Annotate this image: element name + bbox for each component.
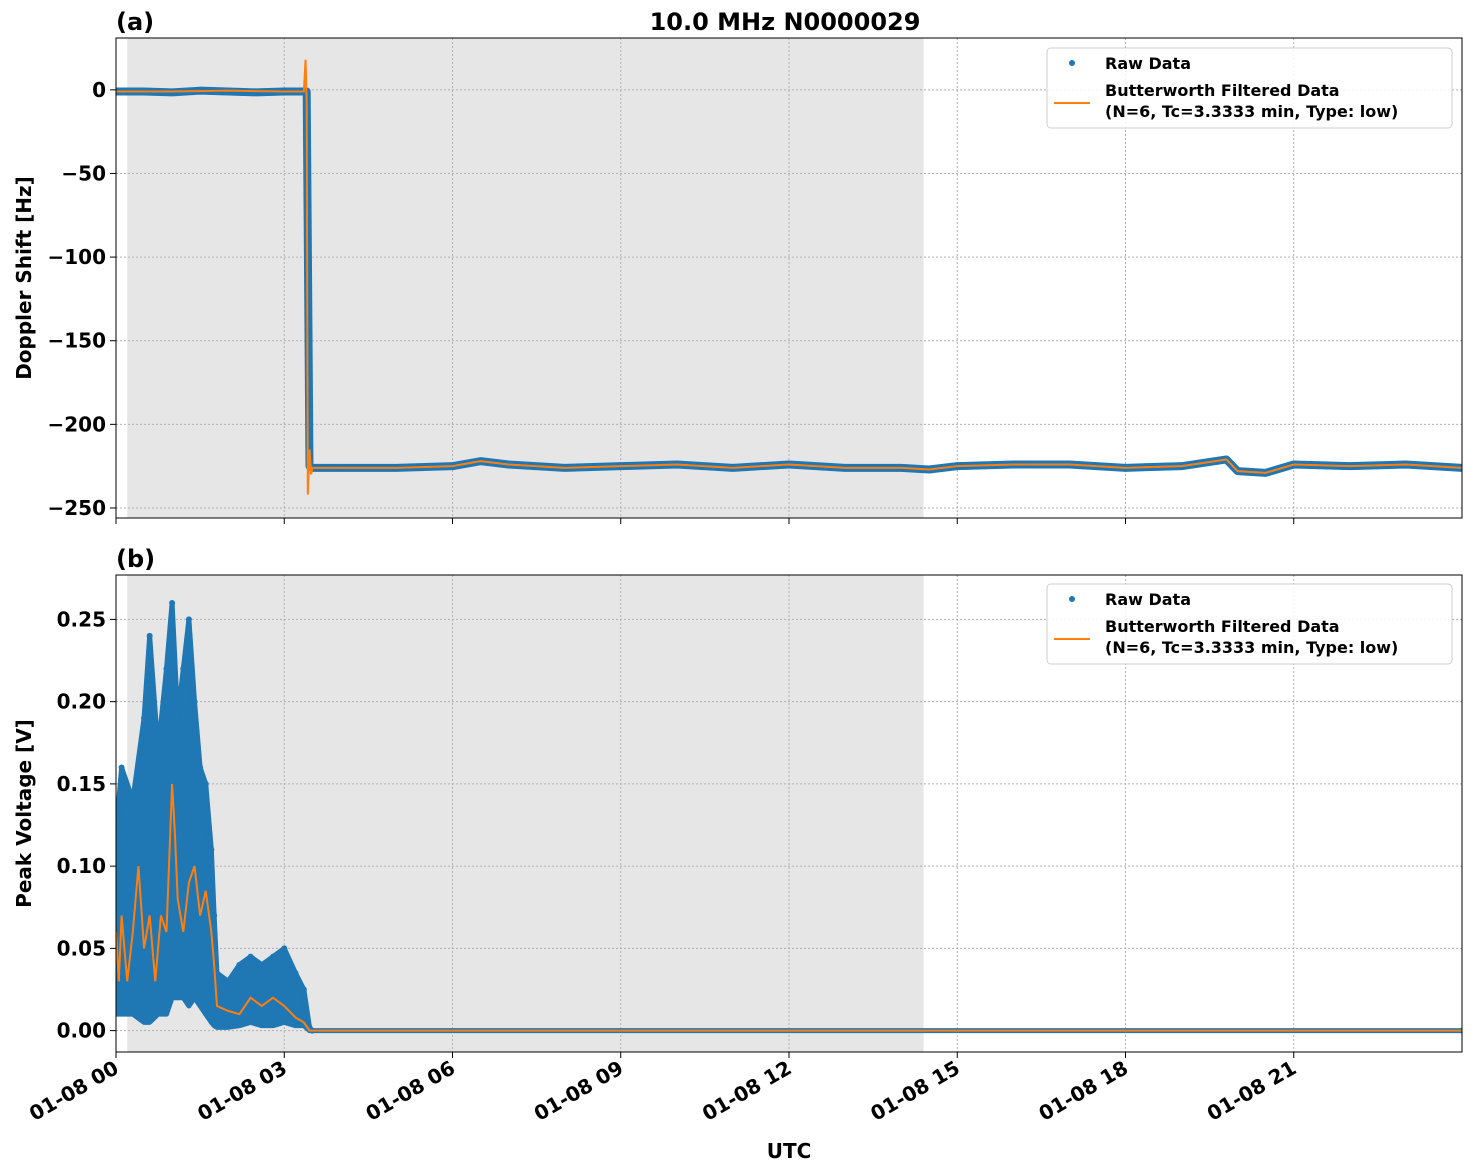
raw-data-point xyxy=(129,797,136,804)
raw-data-point xyxy=(225,978,232,985)
raw-data-point xyxy=(247,953,254,960)
y-tick-label: −150 xyxy=(47,329,106,353)
shaded-region xyxy=(127,38,924,518)
legend-box xyxy=(1046,583,1453,665)
raw-data-point xyxy=(208,846,215,853)
x-axis-label: UTC xyxy=(767,1139,812,1163)
plot-area xyxy=(116,599,1462,1034)
y-tick-label: 0.20 xyxy=(57,690,106,714)
legend-marker-raw xyxy=(1069,60,1075,66)
y-tick-label: 0.05 xyxy=(57,936,106,960)
raw-data-point xyxy=(258,961,265,968)
legend-label-raw: Raw Data xyxy=(1105,54,1191,73)
raw-data-point xyxy=(202,780,209,787)
panel-label: (b) xyxy=(116,545,155,573)
raw-data-point xyxy=(211,912,218,919)
y-tick-label: 0.15 xyxy=(57,772,106,796)
legend-label-raw: Raw Data xyxy=(1105,590,1191,609)
legend-label-filtered-1: Butterworth Filtered Data xyxy=(1105,81,1340,100)
raw-data-point xyxy=(292,970,299,977)
x-tick-label: 01-08 00 xyxy=(25,1056,123,1126)
x-tick-label: 01-08 06 xyxy=(361,1056,459,1126)
y-tick-label: 0.00 xyxy=(57,1019,106,1043)
x-tick-label: 01-08 18 xyxy=(1034,1056,1132,1126)
raw-data-point xyxy=(141,715,148,722)
raw-data-point xyxy=(146,632,153,639)
y-tick-label: 0 xyxy=(92,78,106,102)
panel-voltage: 0.00 0.05 0.10 0.15 0.20 0.25 01-08 00 01-08 03… xyxy=(12,545,1463,1126)
legend-label-filtered-2: (N=6, Tc=3.3333 min, Type: low) xyxy=(1105,102,1398,121)
figure-title: 10.0 MHz N0000029 xyxy=(650,8,921,36)
x-tick-label: 01-08 12 xyxy=(698,1056,796,1126)
panel-label: (a) xyxy=(116,8,154,36)
raw-data-point xyxy=(180,665,187,672)
legend: Raw Data Butterworth Filtered Data (N=6, T… xyxy=(1046,583,1453,665)
raw-data-point xyxy=(236,961,243,968)
raw-data-point xyxy=(155,747,162,754)
legend-box xyxy=(1046,47,1453,129)
y-tick-label: −200 xyxy=(47,412,106,436)
x-tick-label: 01-08 09 xyxy=(530,1056,628,1126)
y-tick-label: −100 xyxy=(47,245,106,269)
plot-area xyxy=(116,59,1462,495)
raw-data-point xyxy=(163,665,170,672)
legend-label-filtered-2: (N=6, Tc=3.3333 min, Type: low) xyxy=(1105,638,1398,657)
raw-data-point xyxy=(174,715,181,722)
panel-doppler: 0 −50 −100 −150 −200 −250 Doppler Shift [Hz] (a… xyxy=(12,8,1463,524)
y-tick-label: −50 xyxy=(61,161,106,185)
x-tick-label: 01-08 21 xyxy=(1203,1056,1301,1126)
y-axis-label: Peak Voltage [V] xyxy=(12,719,36,908)
legend-label-filtered-1: Butterworth Filtered Data xyxy=(1105,617,1340,636)
raw-data-point xyxy=(185,616,192,623)
y-tick-label: 0.10 xyxy=(57,854,106,878)
y-tick-label: −250 xyxy=(47,496,106,520)
filtered-data-line xyxy=(116,59,1462,495)
raw-data-point xyxy=(191,698,198,705)
legend: Raw Data Butterworth Filtered Data (N=6, T… xyxy=(1046,47,1453,129)
y-axis-label: Doppler Shift [Hz] xyxy=(12,176,36,380)
raw-data-point xyxy=(300,986,307,993)
raw-data-point xyxy=(118,764,125,771)
filtered-data-line xyxy=(116,783,1462,1032)
raw-data-point xyxy=(281,945,288,952)
x-tick-label: 01-08 03 xyxy=(193,1056,291,1126)
legend-marker-raw xyxy=(1069,596,1075,602)
raw-data-point xyxy=(116,830,119,837)
raw-data-point xyxy=(197,764,204,771)
x-tick-label: 01-08 15 xyxy=(866,1056,964,1126)
raw-data-point xyxy=(270,953,277,960)
y-tick-label: 0.25 xyxy=(57,607,106,631)
raw-data-point xyxy=(169,599,176,606)
